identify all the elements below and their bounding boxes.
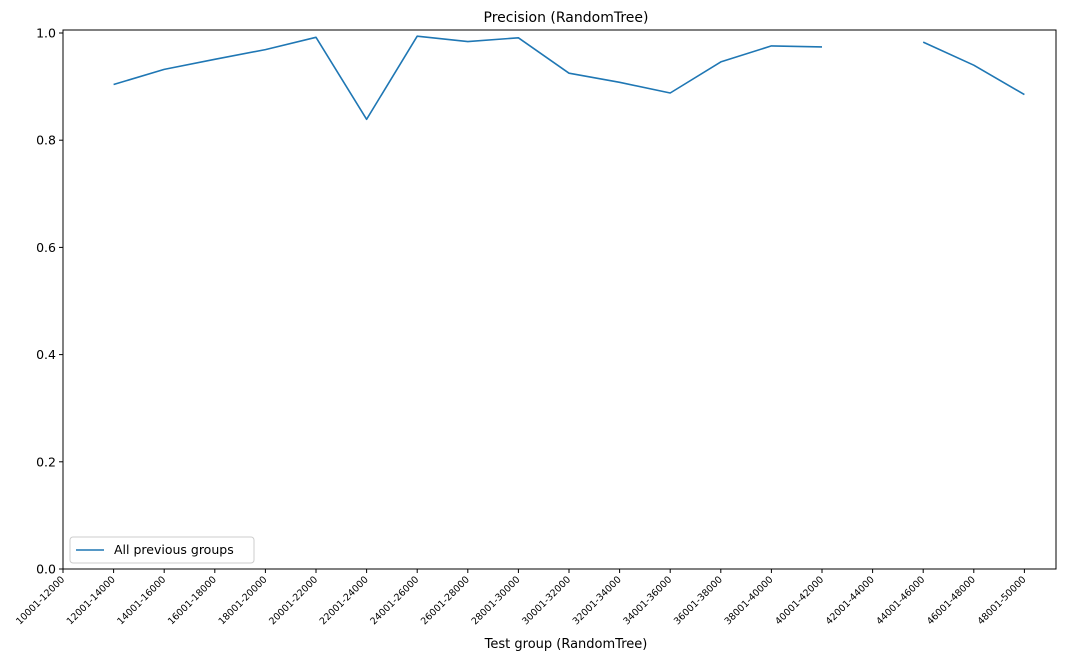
x-axis-label: Test group (RandomTree) [484, 637, 648, 652]
x-tick-label: 26001-28000 [419, 574, 472, 627]
legend-label: All previous groups [114, 542, 234, 557]
x-tick-label: 30001-32000 [520, 574, 573, 627]
x-tick-label: 28001-30000 [470, 574, 523, 627]
y-tick-label: 0.4 [36, 347, 56, 362]
series-line [922, 41, 1025, 96]
y-tick-label: 1.0 [36, 26, 56, 41]
y-tick-label: 0.6 [36, 240, 56, 255]
y-tick-label: 0.2 [36, 454, 56, 469]
x-tick-label: 20001-22000 [267, 574, 320, 627]
x-tick-label: 46001-48000 [925, 574, 978, 627]
x-tick-label: 24001-26000 [368, 574, 421, 627]
x-tick-label: 44001-46000 [874, 574, 927, 627]
series-line [113, 35, 823, 121]
x-tick-label: 48001-50000 [976, 574, 1029, 627]
series-layer [113, 35, 1025, 121]
chart-title: Precision (RandomTree) [484, 10, 649, 26]
legend-box [69, 536, 255, 564]
y-tick-label: 0.8 [36, 133, 56, 148]
x-tick-label: 16001-18000 [166, 574, 219, 627]
x-tick-label: 10001-12000 [14, 574, 67, 627]
x-tick-label: 32001-34000 [571, 574, 624, 627]
plot-area-frame [62, 29, 1057, 570]
x-tick-label: 38001-40000 [723, 574, 776, 627]
x-tick-label: 18001-20000 [217, 574, 270, 627]
x-tick-label: 42001-44000 [824, 574, 877, 627]
y-tick-label: 0.0 [36, 562, 56, 577]
x-tick-label: 40001-42000 [773, 574, 826, 627]
legend: All previous groups [69, 536, 255, 564]
x-tick-label: 12001-14000 [65, 574, 118, 627]
x-tick-label: 22001-24000 [318, 574, 371, 627]
x-tick-label: 34001-36000 [621, 574, 674, 627]
x-tick-label: 36001-38000 [672, 574, 725, 627]
x-axis: 10001-1200012001-1400014001-1600016001-1… [14, 569, 1029, 627]
x-tick-label: 14001-16000 [115, 574, 168, 627]
y-axis: 0.0 0.2 0.4 0.6 0.8 1.0 [36, 26, 63, 577]
